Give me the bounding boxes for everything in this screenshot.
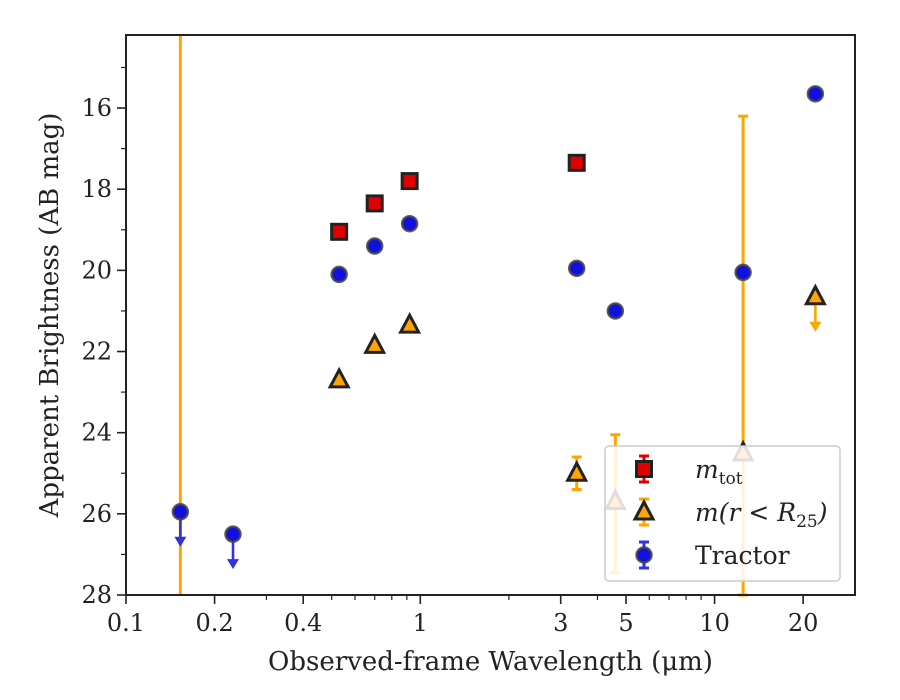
data-point <box>365 194 384 213</box>
series-2 <box>171 85 825 570</box>
ticks: 0.1 0.2 0.4 1 3 5 10 20 16 18 20 22 24 26 28 <box>81 66 819 637</box>
legend-label: mtot <box>695 455 743 489</box>
data-point <box>398 311 422 334</box>
x-tick-label: 5 <box>618 609 633 637</box>
legend-label: Tractor <box>695 541 790 570</box>
upper-limit-arrowhead <box>174 536 187 547</box>
legend-box <box>604 445 841 582</box>
x-axis-label: Observed-frame Wavelength (μm) <box>268 647 713 677</box>
plot-area <box>171 35 827 597</box>
x-tick-label: 0.4 <box>284 609 322 637</box>
legend-label: m(r < R25) <box>695 498 827 532</box>
data-point <box>400 172 419 191</box>
legend-marker <box>635 460 653 478</box>
data-point <box>567 259 586 278</box>
legend-marker <box>635 546 653 564</box>
data-point <box>224 525 242 543</box>
data-point <box>565 460 589 482</box>
data-point <box>734 263 752 282</box>
legend-marker <box>632 498 656 521</box>
x-tick-label: 10 <box>699 609 730 637</box>
x-tick-label: 1 <box>413 609 428 637</box>
data-point <box>363 332 387 354</box>
y-tick-label: 24 <box>81 419 112 447</box>
data-point <box>365 237 384 255</box>
data-point <box>330 222 349 241</box>
x-tick-label: 0.2 <box>196 609 234 637</box>
y-tick-label: 18 <box>81 175 112 203</box>
series-0 <box>330 153 586 241</box>
data-point <box>330 265 348 284</box>
x-tick-label: 3 <box>553 609 568 637</box>
y-axis-label: Apparent Brightness (AB mag) <box>35 113 65 519</box>
x-tick-label: 20 <box>788 609 819 637</box>
data-point <box>171 503 190 521</box>
upper-limit-arrowhead <box>227 559 240 570</box>
data-point <box>327 366 351 389</box>
data-point <box>567 153 586 172</box>
y-tick-label: 20 <box>81 256 112 284</box>
axes-frame <box>125 34 856 596</box>
y-tick-label: 28 <box>81 581 112 609</box>
y-tick-label: 26 <box>81 500 112 528</box>
legend: mtot m(r < R25) Tractor <box>604 445 841 582</box>
data-point <box>803 283 827 306</box>
x-tick-label: 0.1 <box>107 609 145 637</box>
upper-limit-arrowhead <box>809 321 822 332</box>
data-point <box>606 302 625 320</box>
y-tick-label: 16 <box>81 94 112 122</box>
y-tick-label: 22 <box>81 338 112 366</box>
data-point <box>400 214 419 233</box>
data-point <box>806 85 825 103</box>
